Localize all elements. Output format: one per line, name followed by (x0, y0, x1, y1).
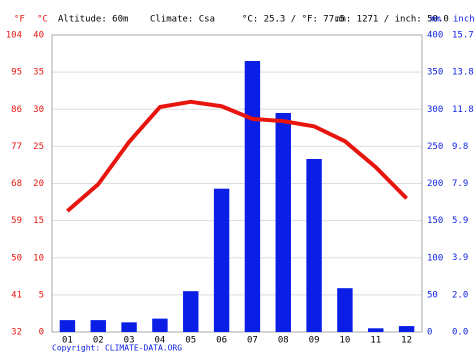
climate: Climate: Csa (150, 15, 215, 25)
bar (337, 288, 353, 332)
y2-tick-label: 300 (427, 105, 443, 115)
bar (275, 112, 291, 333)
y-tick-label: 68 (11, 179, 22, 189)
y-tick-label: 10 (33, 253, 44, 263)
y-tick-label: 95 (11, 68, 22, 78)
y2-tick-label: 100 (427, 253, 443, 263)
y-tick-label: 40 (33, 31, 44, 41)
copyright: Copyright: CLIMATE-DATA.ORG (52, 344, 182, 353)
y2-tick-label: 150 (427, 216, 443, 226)
y3-tick-label: 11.8 (452, 105, 474, 115)
y-tick-label: 35 (33, 68, 44, 78)
y-tick-label: 77 (11, 142, 22, 152)
x-tick-label: 01 (62, 336, 73, 346)
y-tick-label: 5 (39, 290, 44, 300)
y3-tick-label: 15.7 (452, 31, 474, 41)
y2-tick-label: 200 (427, 179, 443, 189)
x-tick-label: 03 (124, 336, 135, 346)
y-tick-label: 20 (33, 179, 44, 189)
y3-tick-label: 5.9 (452, 216, 468, 226)
x-tick-label: 10 (339, 336, 350, 346)
x-tick-label: 07 (247, 336, 258, 346)
plot-frame (51, 34, 423, 333)
y-tick-label: 32 (11, 328, 22, 338)
y-tick-label: 0 (39, 328, 44, 338)
x-tick-label: 05 (185, 336, 196, 346)
y-tick-label: 30 (33, 105, 44, 115)
y2-tick-label: 50 (427, 290, 438, 300)
y3-tick-label: 3.9 (452, 253, 468, 263)
bar (59, 320, 76, 332)
bar (213, 188, 230, 332)
mean-temp: °C: 25.3 / °F: 77.5 (242, 15, 345, 25)
y2-tick-label: 350 (427, 68, 443, 78)
x-tick-label: 02 (93, 336, 104, 346)
bar (90, 320, 106, 332)
altitude: Altitude: 60m (58, 15, 128, 25)
unit-label: °C (37, 15, 48, 25)
bar (121, 322, 137, 332)
y2-tick-label: 250 (427, 142, 443, 152)
y-tick-label: 59 (11, 216, 22, 226)
y3-tick-label: 7.9 (452, 179, 468, 189)
bar (152, 318, 168, 332)
bar (183, 291, 199, 332)
x-tick-label: 12 (401, 336, 412, 346)
temperature-line (66, 99, 409, 213)
y3-tick-label: 9.8 (452, 142, 468, 152)
bar (368, 328, 384, 332)
y-tick-label: 15 (33, 216, 44, 226)
x-tick-label: 11 (370, 336, 381, 346)
y3-tick-label: 0.0 (452, 328, 468, 338)
y3-tick-label: 13.8 (452, 68, 474, 78)
unit-label: °F (14, 15, 25, 25)
y2-tick-label: 0 (427, 328, 432, 338)
unit-label: inch (453, 15, 474, 25)
y2-tick-label: 400 (427, 31, 443, 41)
x-tick-label: 08 (278, 336, 289, 346)
y-tick-label: 25 (33, 142, 44, 152)
y3-tick-label: 2.0 (452, 290, 468, 300)
y-tick-label: 86 (11, 105, 22, 115)
x-tick-label: 09 (309, 336, 320, 346)
total-precip: mm: 1271 / inch: 50.0 (335, 15, 449, 25)
y-tick-label: 50 (11, 253, 22, 263)
bar (244, 60, 261, 333)
bar (306, 158, 322, 332)
unit-label: mm (430, 15, 441, 25)
bar (398, 326, 415, 332)
y-tick-label: 104 (6, 31, 22, 41)
x-tick-label: 06 (216, 336, 227, 346)
y-tick-label: 41 (11, 290, 22, 300)
x-tick-label: 04 (154, 336, 165, 346)
